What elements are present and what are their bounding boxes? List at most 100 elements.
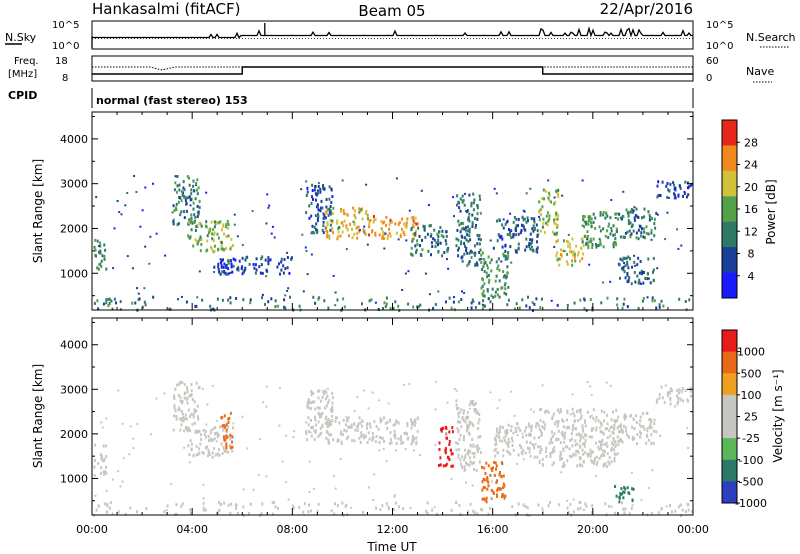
data-cell	[594, 216, 597, 220]
data-cell	[476, 211, 479, 215]
data-cell	[211, 228, 214, 232]
data-cell	[226, 259, 229, 263]
data-cell	[148, 262, 151, 265]
data-cell	[469, 502, 472, 506]
data-cell	[200, 437, 203, 441]
data-cell	[227, 261, 230, 265]
data-cell	[178, 382, 181, 386]
data-cell	[647, 210, 650, 214]
data-cell	[476, 242, 479, 246]
data-cell	[647, 257, 650, 261]
data-cell	[401, 217, 403, 221]
data-cell	[589, 415, 592, 419]
data-cell	[221, 298, 224, 302]
data-cell	[103, 502, 106, 506]
data-cell	[106, 510, 109, 514]
data-cell	[540, 297, 543, 301]
data-cell	[326, 235, 329, 239]
data-cell	[544, 189, 547, 193]
data-cell	[590, 240, 593, 244]
data-cell	[375, 506, 378, 510]
data-cell	[135, 191, 138, 193]
data-cell	[311, 195, 313, 199]
data-cell	[640, 282, 642, 285]
colorbar-swatch	[722, 351, 737, 374]
data-cell	[608, 456, 611, 460]
data-cell	[666, 391, 669, 395]
data-cell	[314, 415, 316, 419]
data-cell	[630, 225, 633, 229]
data-cell	[227, 435, 230, 439]
data-cell	[612, 410, 614, 414]
data-cell	[624, 264, 627, 268]
data-cell	[476, 206, 479, 210]
data-cell	[555, 254, 558, 258]
data-cell	[468, 402, 471, 406]
data-cell	[456, 442, 459, 446]
data-cell	[341, 433, 344, 437]
data-cell	[623, 413, 626, 417]
data-cell	[603, 449, 606, 453]
data-cell	[181, 418, 183, 422]
data-cell	[94, 459, 96, 463]
data-cell	[338, 226, 340, 229]
data-cell	[574, 427, 577, 431]
data-cell	[680, 514, 682, 518]
data-cell	[644, 277, 647, 280]
data-cell	[646, 427, 649, 431]
data-cell	[481, 284, 484, 288]
data-cell	[227, 234, 230, 238]
data-cell	[517, 217, 520, 221]
data-cell	[184, 417, 187, 421]
data-cell	[454, 500, 457, 504]
data-cell	[222, 265, 225, 269]
data-cell	[283, 258, 286, 261]
data-cell	[334, 502, 336, 506]
data-cell	[188, 176, 191, 180]
data-cell	[128, 453, 131, 456]
data-cell	[615, 419, 618, 422]
data-cell	[227, 425, 230, 429]
data-cell	[316, 228, 319, 232]
data-cell	[241, 256, 244, 260]
data-cell	[515, 302, 518, 306]
data-cell	[172, 222, 175, 226]
data-cell	[163, 392, 166, 395]
data-cell	[445, 436, 448, 440]
data-cell	[583, 433, 586, 437]
data-cell	[507, 298, 510, 302]
data-cell	[455, 237, 458, 241]
data-cell	[612, 233, 615, 237]
data-cell	[505, 275, 508, 278]
data-cell	[261, 271, 264, 275]
data-cell	[600, 301, 603, 305]
data-cell	[526, 446, 529, 450]
data-cell	[584, 502, 587, 506]
data-cell	[477, 435, 480, 439]
data-cell	[105, 267, 108, 271]
data-cell	[195, 444, 198, 448]
data-cell	[557, 257, 560, 261]
data-cell	[124, 204, 127, 207]
data-cell	[379, 417, 382, 421]
data-cell	[646, 435, 649, 438]
data-cell	[470, 201, 473, 205]
data-cell	[175, 512, 178, 516]
data-cell	[381, 234, 384, 238]
data-cell	[202, 497, 205, 500]
power-ylabel: Slant Range [km]	[31, 159, 45, 263]
data-cell	[535, 247, 538, 251]
data-cell	[331, 401, 334, 405]
data-cell	[576, 253, 579, 257]
data-cell	[229, 511, 232, 515]
data-cell	[382, 221, 385, 225]
data-cell	[687, 447, 690, 449]
data-cell	[450, 477, 453, 480]
data-cell	[612, 224, 615, 228]
data-cell	[206, 445, 208, 449]
colorbar-swatch	[722, 438, 737, 461]
data-cell	[110, 299, 113, 303]
data-cell	[254, 263, 257, 267]
data-cell	[216, 297, 219, 301]
data-cell	[610, 199, 613, 201]
